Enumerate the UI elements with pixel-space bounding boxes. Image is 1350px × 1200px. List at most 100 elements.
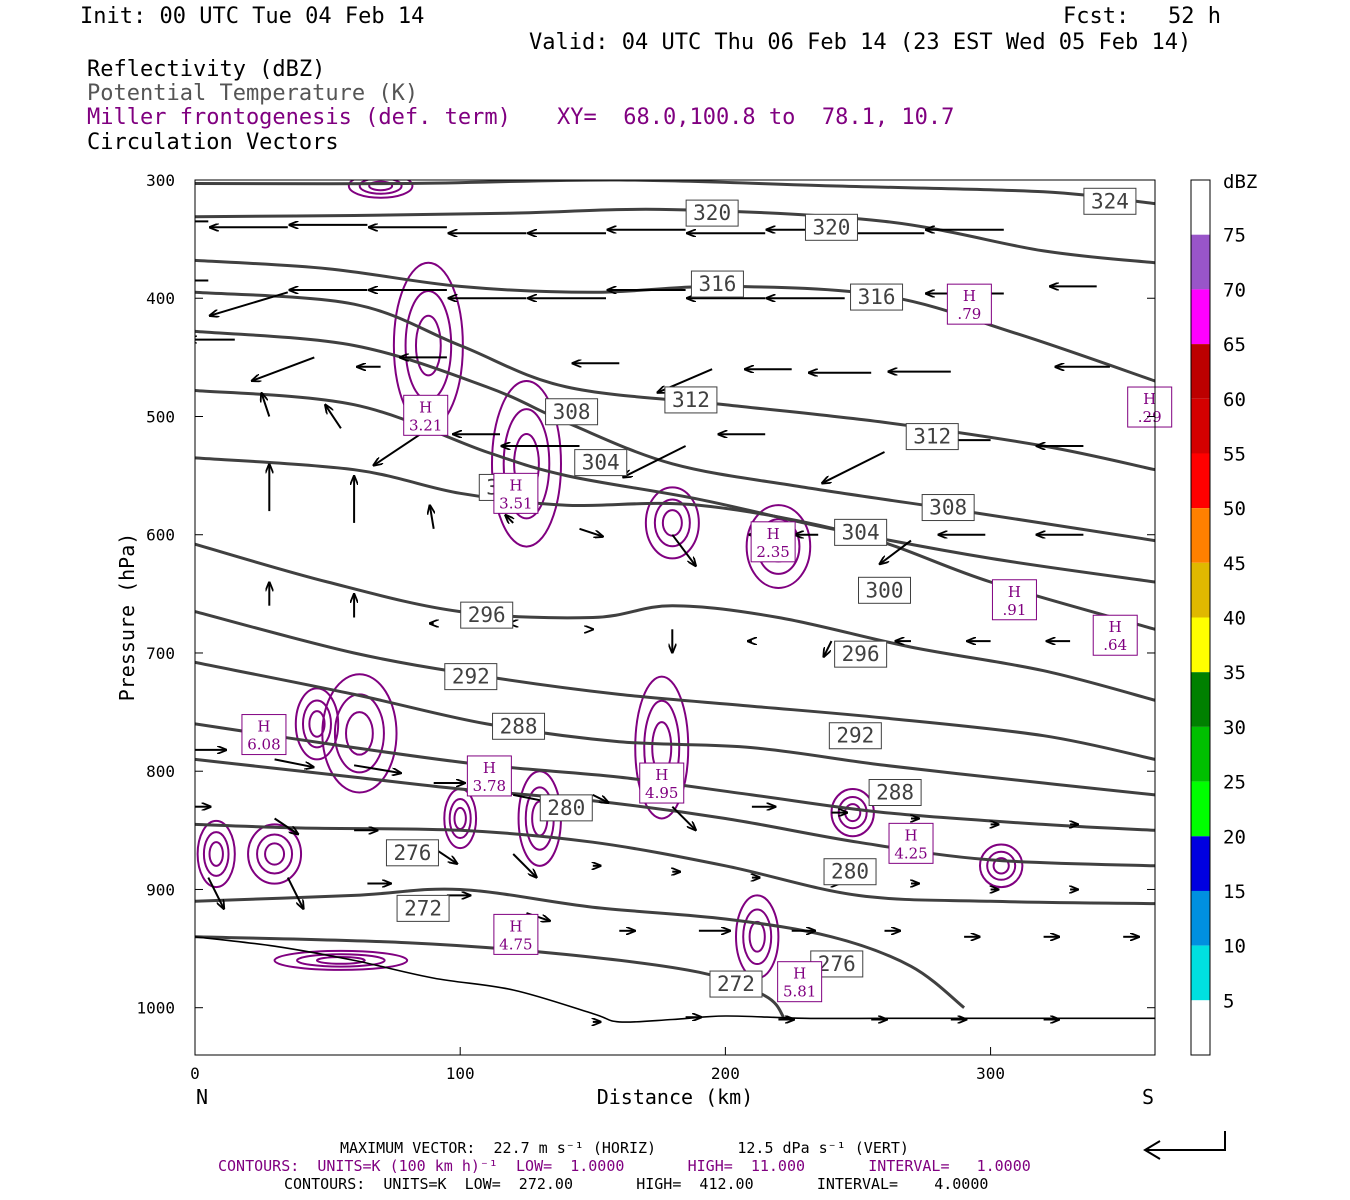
frontogenesis-contour	[264, 842, 286, 866]
colorbar-level: 50	[1223, 498, 1246, 520]
circulation-vector	[374, 433, 421, 465]
theta-label: 304	[574, 449, 628, 477]
theta-contour-320	[195, 207, 1155, 265]
theta-label-text: 276	[818, 952, 856, 976]
theta-label-text: 320	[693, 201, 731, 225]
colorbar-swatch	[1191, 562, 1210, 618]
circulation-vector	[252, 356, 315, 380]
frontogenesis-max-value: 4.75	[499, 935, 532, 953]
frontogenesis-max-value: 3.78	[473, 777, 506, 795]
colorbar-level: 65	[1223, 334, 1246, 356]
theta-label-text: 312	[913, 425, 951, 449]
theta-label-text: 308	[929, 496, 967, 520]
colorbar-level: 40	[1223, 608, 1246, 630]
frontogenesis-contour	[294, 687, 340, 761]
frontogenesis-max-letter: H	[655, 766, 668, 784]
y-tick-label: 300	[146, 171, 175, 190]
valid-time: Valid: 04 UTC Thu 06 Feb 14 (23 EST Wed …	[529, 30, 1192, 55]
frontogenesis-max-value: .79	[957, 305, 981, 323]
theta-label: 280	[823, 858, 877, 886]
colorbar-level: 45	[1223, 553, 1246, 575]
theta-contour-272	[195, 887, 966, 1009]
theta-contour-324	[195, 180, 1155, 206]
frontogenesis-contour	[247, 823, 303, 885]
colorbar-swatch	[1191, 234, 1210, 290]
field-vectors: Circulation Vectors	[87, 130, 339, 155]
theta-label-text: 312	[672, 388, 710, 412]
colorbar-level: 75	[1223, 225, 1246, 247]
circulation-vector	[210, 291, 289, 315]
theta-label: 280	[539, 794, 593, 822]
field-theta: Potential Temperature (K)	[87, 81, 419, 106]
frontogenesis-contour	[358, 180, 403, 195]
theta-label: 288	[492, 712, 546, 740]
colorbar-swatch	[1191, 726, 1210, 782]
y-tick-label: 500	[146, 407, 175, 426]
frontogenesis-max-value: .91	[1003, 601, 1027, 619]
theta-label: 308	[545, 398, 599, 426]
circulation-vector	[512, 853, 536, 877]
frontogenesis-contour	[661, 509, 683, 537]
theta-label-text: 280	[831, 860, 869, 884]
colorbar-swatch	[1191, 180, 1210, 235]
frontogenesis-contour	[202, 831, 230, 877]
frontogenesis-max-value: 2.35	[756, 543, 789, 561]
theta-label-text: 324	[1091, 189, 1129, 213]
circulation-vector	[579, 527, 603, 537]
forecast-hours: 52 h	[1168, 4, 1221, 29]
theta-label: 276	[385, 839, 439, 867]
colorbar-level: 60	[1223, 389, 1246, 411]
theta-label: 320	[804, 213, 858, 241]
frontogenesis-max-value: .64	[1103, 636, 1127, 654]
frontogenesis-max: H3.78	[466, 755, 512, 797]
colorbar-level: 15	[1223, 881, 1246, 903]
theta-label: 316	[690, 270, 744, 298]
theta-contour-308	[195, 329, 1155, 543]
colorbar-swatch	[1191, 508, 1210, 563]
frontogenesis-max-letter: H	[793, 965, 806, 983]
frontogenesis-max-value: 5.81	[783, 983, 816, 1001]
theta-label: 296	[460, 601, 514, 629]
frontogenesis-contour	[745, 504, 812, 589]
frontogenesis-contour	[844, 803, 862, 823]
theta-label-text: 300	[866, 578, 904, 602]
frontogenesis-max-letter: H	[419, 398, 432, 416]
field-reflectivity: Reflectivity (dBZ)	[87, 57, 326, 82]
colorbar-swatch	[1191, 890, 1210, 946]
colorbar-level: 10	[1223, 936, 1246, 958]
y-tick-label: 600	[146, 526, 175, 545]
circulation-vector	[353, 764, 401, 773]
frontogenesis-max: H4.75	[493, 913, 539, 955]
frontogenesis-max: H3.51	[493, 472, 539, 514]
frontogenesis-max-letter: H	[509, 917, 522, 935]
x-tick-label: 100	[446, 1064, 475, 1083]
frontogenesis-contour	[986, 850, 1017, 881]
frontogenesis-contour	[196, 819, 236, 889]
frontogenesis-contour	[502, 408, 551, 520]
y-tick-label: 900	[146, 880, 175, 899]
frontogenesis-contour-note: CONTOURS: UNITS=K (100 km h)⁻¹ LOW= 1.00…	[218, 1157, 1031, 1175]
theta-label-text: 288	[876, 781, 914, 805]
cross-section-endpoints: XY= 68.0,100.8 to 78.1, 10.7	[557, 105, 955, 130]
colorbar-swatch	[1191, 617, 1210, 673]
theta-contour-288	[195, 660, 1155, 797]
colorbar-swatch	[1191, 289, 1210, 345]
circulation-vector	[824, 640, 833, 657]
colorbar-swatch	[1191, 781, 1210, 837]
frontogenesis-contour	[653, 498, 691, 548]
frontogenesis-contour	[308, 710, 326, 738]
frontogenesis-contour	[992, 857, 1010, 875]
theta-label-text: 296	[468, 603, 506, 627]
circulation-vector	[592, 794, 609, 803]
frontogenesis-contour	[404, 289, 453, 402]
frontogenesis-max-letter: H	[963, 287, 976, 305]
theta-contour-316	[195, 258, 1155, 383]
frontogenesis-contour	[296, 953, 386, 968]
frontogenesis-contour	[978, 843, 1024, 889]
frontogenesis-contour	[347, 180, 414, 199]
frontogenesis-max-value: 6.08	[247, 736, 280, 754]
theta-label-text: 272	[717, 972, 755, 996]
x-axis-label: Distance (km)	[597, 1085, 754, 1109]
colorbar-swatch	[1191, 453, 1210, 509]
